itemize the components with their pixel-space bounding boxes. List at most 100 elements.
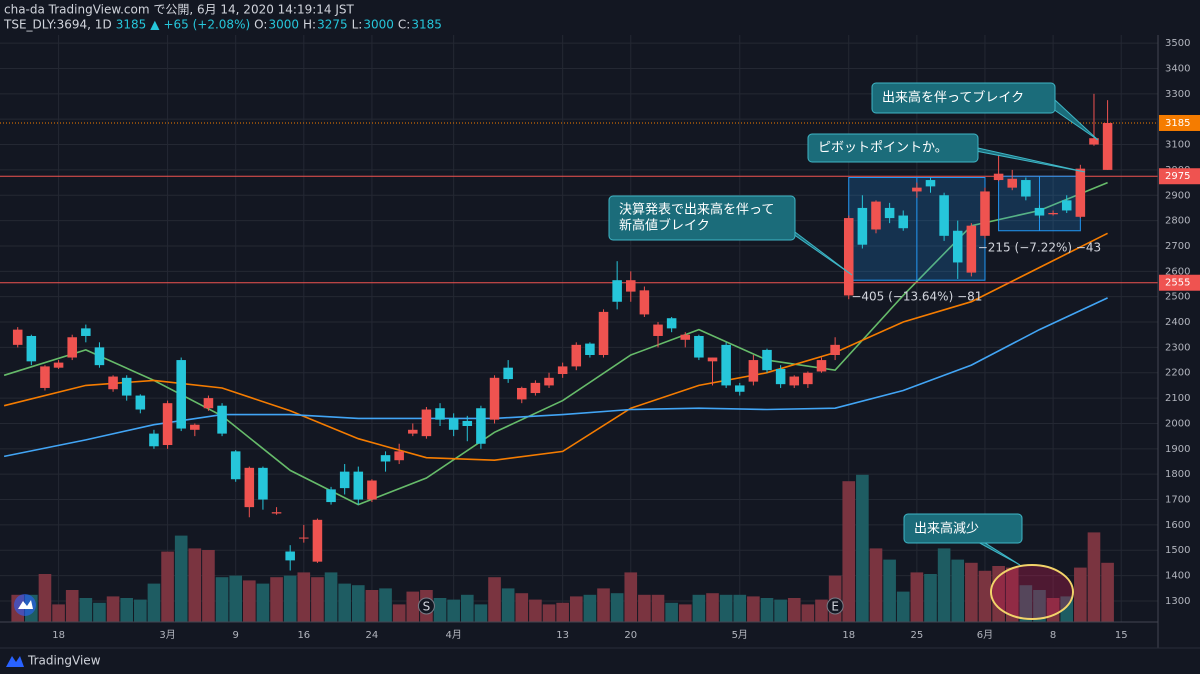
candle-body xyxy=(544,377,554,386)
volume-bar xyxy=(1074,567,1087,622)
x-tick-label: 18 xyxy=(52,630,65,641)
candle-body xyxy=(12,329,23,345)
y-tick-label: 1600 xyxy=(1165,520,1190,531)
candle-body xyxy=(816,360,827,372)
y-tick-label: 1400 xyxy=(1165,571,1190,582)
volume-bar xyxy=(951,559,965,622)
levels xyxy=(0,122,1158,284)
volume-bar xyxy=(1087,532,1101,622)
candle-body xyxy=(517,387,527,400)
x-tick-label: 5月 xyxy=(732,629,748,641)
callout-box xyxy=(608,195,796,241)
volume-bar xyxy=(883,559,896,622)
x-tick-label: 20 xyxy=(624,630,637,641)
volume-bar xyxy=(801,604,815,622)
price-box xyxy=(1159,114,1200,131)
candle-body xyxy=(312,519,323,562)
logo-icon xyxy=(18,600,33,609)
volume-bar xyxy=(856,474,869,622)
candle-body xyxy=(40,366,50,388)
x-tick-label: 3月 xyxy=(159,629,175,641)
y-tick-label: 2300 xyxy=(1165,342,1190,353)
candle-body xyxy=(966,225,977,273)
volume-bar xyxy=(937,548,951,622)
event-badge xyxy=(417,597,435,615)
candle-body xyxy=(67,337,77,358)
candle-body xyxy=(149,433,159,447)
candle-body xyxy=(462,420,473,426)
candle-body xyxy=(830,344,840,355)
callout-box xyxy=(871,82,1056,114)
volume-bar xyxy=(65,590,79,622)
volume-bar xyxy=(242,580,256,622)
volume-bar xyxy=(147,583,161,622)
candle-body xyxy=(1102,122,1113,170)
y-tick-label: 1500 xyxy=(1165,545,1190,556)
candle-body xyxy=(26,335,37,362)
candle-body xyxy=(952,230,963,263)
candle-body xyxy=(680,334,691,340)
ohlc-label: C: xyxy=(398,18,410,32)
candle-body xyxy=(1048,213,1058,215)
event-badge xyxy=(826,597,844,615)
range-label: −215 (−7.22%) −43 xyxy=(978,240,1101,254)
volume-bar xyxy=(556,602,569,622)
volume-bar xyxy=(365,590,379,622)
callout-text: 出来高減少 xyxy=(914,521,979,537)
callout-text: 新高値ブレイク xyxy=(619,218,710,234)
y-tick-label: 3300 xyxy=(1165,89,1190,100)
candle-body xyxy=(1089,138,1099,145)
candle-body xyxy=(871,201,881,230)
x-tick-label: 15 xyxy=(1115,630,1128,641)
ohlc-label: O: xyxy=(254,18,267,32)
candle-body xyxy=(1075,168,1086,217)
volume-bar xyxy=(229,575,242,622)
volume-bar xyxy=(79,598,93,622)
volume-bar xyxy=(706,593,719,622)
y-tick-label: 1700 xyxy=(1165,495,1190,506)
volume-bar xyxy=(733,594,747,622)
y-tick-label: 2400 xyxy=(1165,317,1190,328)
volume-bar xyxy=(978,570,992,622)
moving-average xyxy=(3,232,1108,462)
candle-body xyxy=(421,409,432,437)
volume-bar xyxy=(774,599,787,622)
volume-bar xyxy=(692,594,706,622)
volume-bar xyxy=(651,594,665,622)
candle-body xyxy=(190,424,200,430)
y-tick-label: 2900 xyxy=(1165,190,1190,201)
y-tick-label: 2700 xyxy=(1165,241,1190,252)
volume-bar xyxy=(460,594,474,622)
volume-bar xyxy=(297,572,311,622)
event-label: E xyxy=(831,600,839,614)
volume-bar xyxy=(542,604,556,622)
volume-bar xyxy=(188,548,202,622)
y-tick-label: 2100 xyxy=(1165,393,1190,404)
event-label: S xyxy=(423,600,431,614)
x-tick-label: 6月 xyxy=(977,629,993,641)
candle-body xyxy=(571,344,582,367)
volume-bar xyxy=(324,572,338,622)
volume-bar xyxy=(174,535,188,622)
volume-bar xyxy=(842,481,856,622)
candle-body xyxy=(993,173,1004,181)
brand-icon xyxy=(6,656,24,667)
candle-body xyxy=(326,489,336,503)
candle-body xyxy=(448,418,459,430)
highlight-circle xyxy=(990,564,1074,620)
level-label: 2555 xyxy=(1165,278,1190,289)
volume-bar xyxy=(161,551,174,622)
candle-body xyxy=(843,218,854,296)
candle-body xyxy=(1021,180,1031,197)
candle-body xyxy=(176,360,186,429)
volume-bar xyxy=(678,604,692,622)
ohlc-value: 3000 xyxy=(363,18,394,32)
publisher: cha-da TradingView.com で公開, 6月 14, 2020 … xyxy=(4,3,355,17)
volume-bar xyxy=(719,594,733,622)
candle-body xyxy=(244,467,255,508)
candle-body xyxy=(339,471,350,489)
ohlc-value: 3185 xyxy=(411,18,442,32)
ohlc-label: L: xyxy=(352,18,363,32)
level-box xyxy=(1159,168,1200,185)
candle-body xyxy=(435,408,445,420)
